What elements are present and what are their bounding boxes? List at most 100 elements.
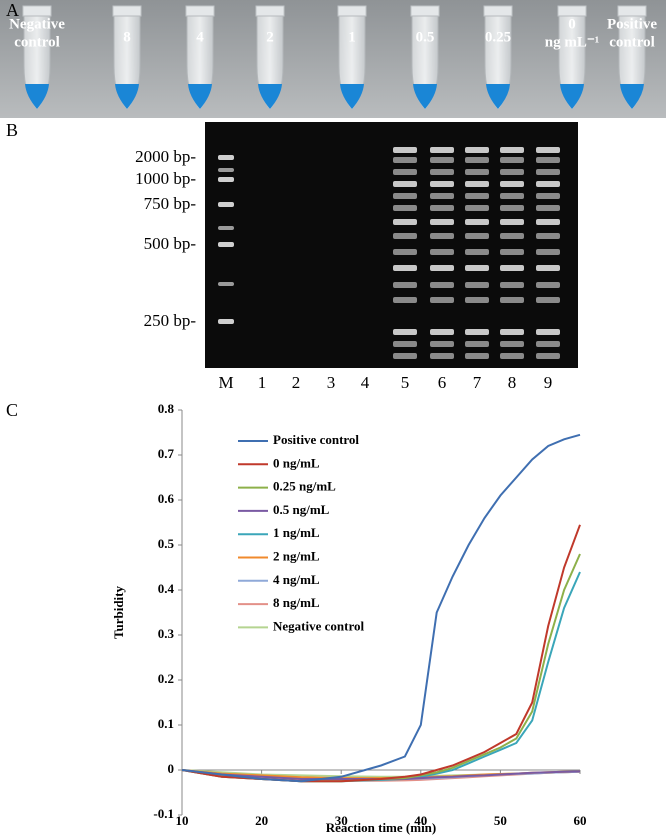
marker-band: [218, 242, 234, 247]
gel-band: [536, 169, 560, 175]
tube-cap: [112, 5, 142, 17]
gel-band: [536, 265, 560, 271]
marker-label: 750 bp-: [144, 194, 197, 213]
marker-band: [218, 319, 234, 324]
tube-label: 2: [266, 29, 274, 45]
gel-band: [465, 219, 489, 225]
tube-cap: [557, 5, 587, 17]
tube-label: 0.25: [485, 29, 511, 45]
y-tick-label: 0.4: [158, 581, 175, 596]
gel-band: [465, 233, 489, 239]
gel-band: [465, 157, 489, 163]
gel-band: [393, 157, 417, 163]
gel-band: [393, 181, 417, 187]
legend-label: 8 ng/mL: [273, 595, 320, 610]
series-line: [181, 524, 581, 783]
marker-band: [218, 282, 234, 286]
gel-band: [465, 205, 489, 211]
tube-label: Negative: [9, 16, 65, 32]
tube-label: 0: [568, 16, 576, 32]
tube-liquid: [620, 84, 644, 109]
gel-band: [500, 205, 524, 211]
tube-cap: [185, 5, 215, 17]
y-tick-label: 0.7: [158, 446, 175, 461]
marker-label: 1000 bp-: [135, 169, 196, 188]
panel-letter: C: [6, 400, 18, 420]
gel-band: [430, 169, 454, 175]
gel-band: [500, 341, 524, 347]
gel-band: [500, 329, 524, 335]
gel-band: [430, 282, 454, 288]
lane-label: 4: [361, 373, 370, 392]
gel-band: [430, 147, 454, 153]
tube-label: 4: [196, 29, 204, 45]
legend-label: 4 ng/mL: [273, 572, 320, 587]
gel-band: [536, 147, 560, 153]
gel-band: [430, 265, 454, 271]
tube-label: 1: [348, 29, 356, 45]
gel-band: [536, 233, 560, 239]
x-tick-label: 10: [176, 813, 189, 828]
tube-cap: [255, 5, 285, 17]
gel-band: [465, 282, 489, 288]
gel-band: [465, 249, 489, 255]
y-tick-label: 0.5: [158, 536, 175, 551]
gel-band: [430, 193, 454, 199]
tube-cap: [410, 5, 440, 17]
gel-band: [393, 341, 417, 347]
gel-band: [536, 341, 560, 347]
lane-label: M: [218, 373, 233, 392]
panel-letter: B: [6, 120, 18, 140]
gel-band: [500, 297, 524, 303]
gel-band: [536, 249, 560, 255]
marker-band: [218, 226, 234, 230]
y-tick-label: 0.1: [158, 716, 174, 731]
legend-label: 0 ng/mL: [273, 455, 320, 470]
gel-band: [430, 157, 454, 163]
marker-label: 500 bp-: [144, 234, 197, 253]
gel-band: [500, 353, 524, 359]
gel-band: [500, 282, 524, 288]
x-tick-label: 60: [574, 813, 587, 828]
tube-liquid: [25, 84, 49, 109]
lane-label: 8: [508, 373, 517, 392]
gel-band: [430, 341, 454, 347]
series-line: [181, 433, 581, 783]
lane-label: 3: [327, 373, 336, 392]
y-tick-label: 0: [168, 761, 175, 776]
gel-band: [465, 181, 489, 187]
gel-band: [500, 249, 524, 255]
y-tick-label: 0.3: [158, 626, 175, 641]
legend-label: 1 ng/mL: [273, 525, 320, 540]
gel-band: [500, 219, 524, 225]
tube-label: 0.5: [416, 29, 435, 45]
gel-band: [536, 329, 560, 335]
marker-band: [218, 155, 234, 160]
gel-band: [536, 157, 560, 163]
gel-band: [393, 329, 417, 335]
lane-label: 6: [438, 373, 447, 392]
gel-band: [393, 219, 417, 225]
tube-liquid: [560, 84, 584, 109]
gel-band: [500, 181, 524, 187]
photo-background: [0, 0, 666, 118]
gel-band: [536, 181, 560, 187]
marker-band: [218, 202, 234, 207]
y-axis-title: Turbidity: [111, 586, 126, 639]
panel-letter: A: [6, 0, 19, 20]
gel-band: [536, 297, 560, 303]
tube-label: ng mL⁻¹: [545, 34, 600, 50]
marker-label: 2000 bp-: [135, 147, 196, 166]
gel-band: [536, 353, 560, 359]
tube-liquid: [188, 84, 212, 109]
marker-band: [218, 168, 234, 172]
gel-band: [465, 265, 489, 271]
gel-band: [393, 353, 417, 359]
gel-band: [465, 353, 489, 359]
y-tick-label: 0.2: [158, 671, 174, 686]
gel-band: [465, 297, 489, 303]
x-axis-title: Reaction time (min): [326, 820, 436, 835]
series-line: [181, 769, 581, 780]
tube-cap: [483, 5, 513, 17]
